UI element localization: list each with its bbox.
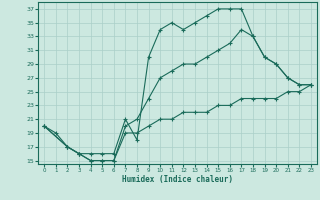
X-axis label: Humidex (Indice chaleur): Humidex (Indice chaleur) xyxy=(122,175,233,184)
